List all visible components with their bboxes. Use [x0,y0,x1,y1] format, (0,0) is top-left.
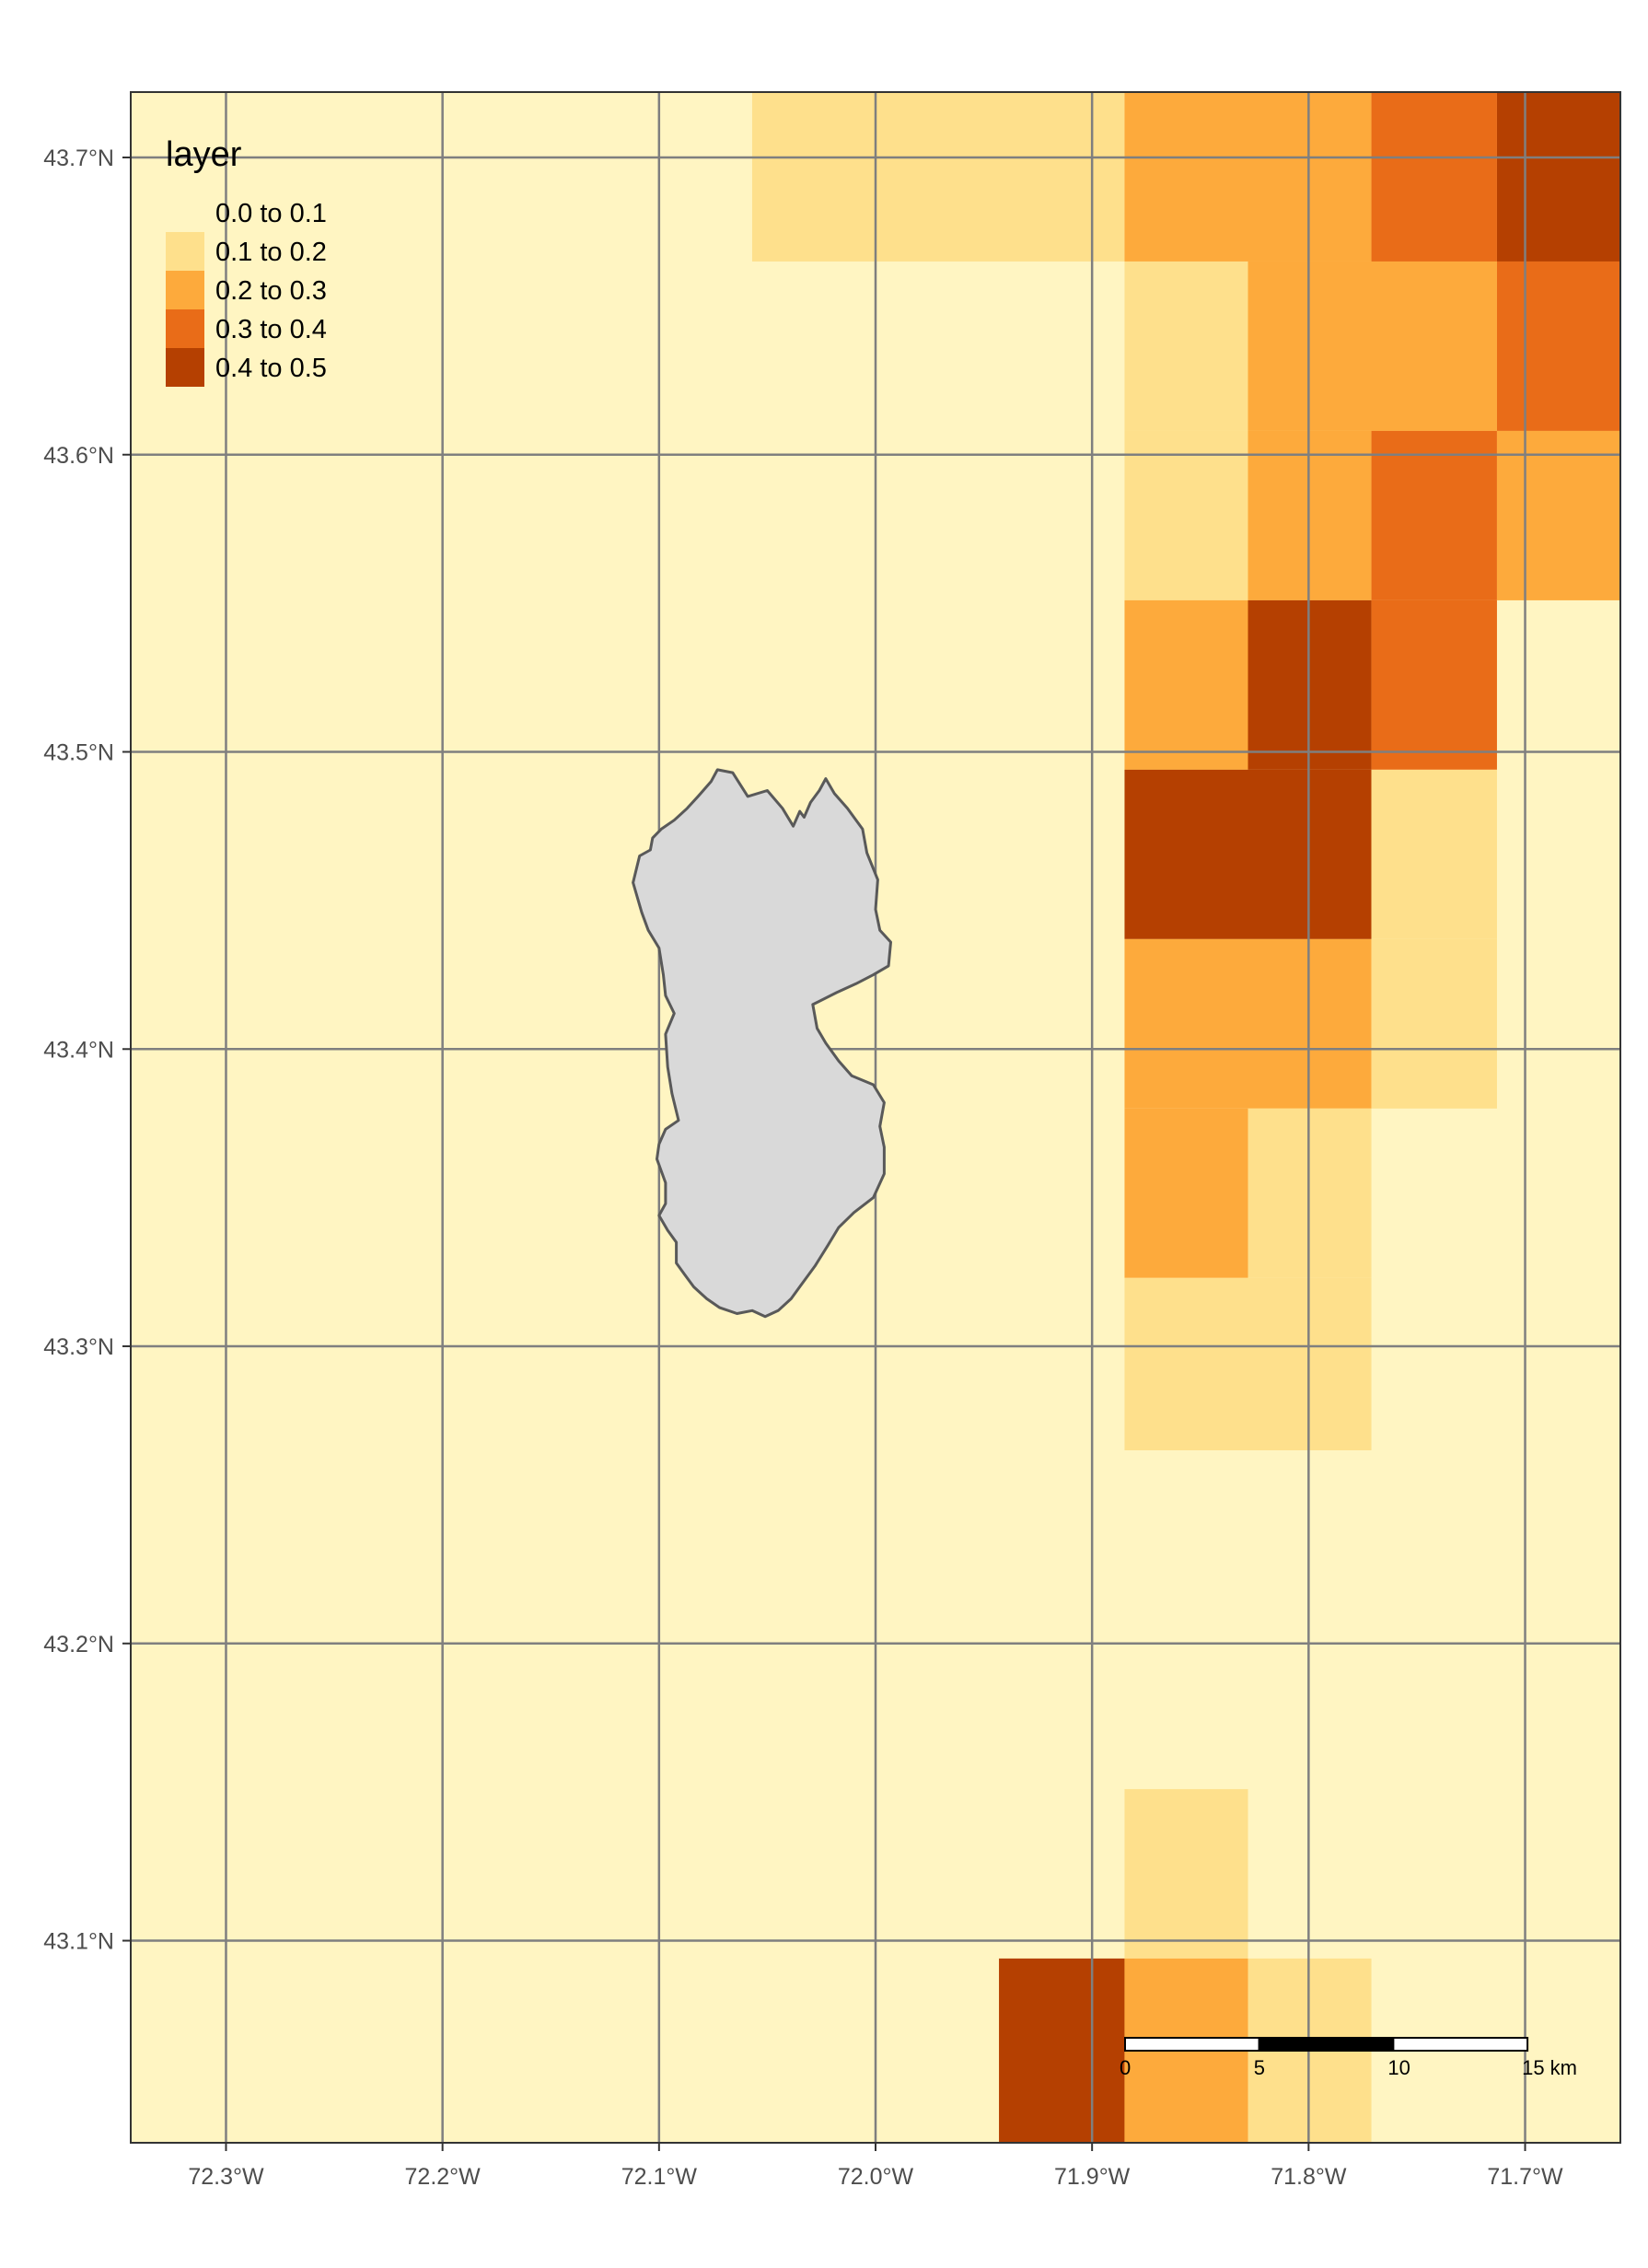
y-tick-label: 43.2°N [43,1632,114,1657]
y-tick-label: 43.7°N [43,145,114,171]
raster-cell [1124,261,1248,431]
legend: layer 0.0 to 0.1 0.1 to 0.2 0.2 to 0.3 0.3 … [166,135,327,387]
watershed-polygon [632,768,892,1319]
raster-cell [1371,92,1497,262]
x-tick-label: 71.8°W [1271,2164,1347,2190]
raster-cell [1124,430,1248,600]
scale-bar-label: 5 [1254,2056,1265,2079]
y-tick-label: 43.5°N [43,740,114,766]
y-tick-label: 43.6°N [43,443,114,469]
raster-cell [1124,92,1372,262]
raster-cell [1496,261,1620,431]
graticule [131,92,1620,2143]
raster-cell [1124,1277,1372,1450]
x-axis: 72.3°W 72.2°W 72.1°W 72.0°W 71.9°W 71.8°W 71.7… [188,2143,1563,2190]
legend-label: 0.2 to 0.3 [215,276,327,306]
raster-cell [1124,1788,1248,1959]
x-tick-label: 72.3°W [188,2164,264,2190]
scale-bar-segment [1124,2037,1260,2052]
legend-label: 0.3 to 0.4 [215,315,327,344]
raster-cell [1371,430,1497,600]
legend-label: 0.0 to 0.1 [215,199,327,228]
x-tick-label: 71.9°W [1054,2164,1131,2190]
raster-cell [1124,938,1372,1109]
raster-cell [1496,430,1620,600]
map-panel [131,92,1620,2143]
raster-cell [999,1958,1125,2143]
legend-title: layer [166,135,242,174]
legend-swatch [166,309,204,348]
raster-cell [1248,261,1497,431]
legend-swatch [166,232,204,271]
y-tick-label: 43.4°N [43,1037,114,1063]
raster-cell [1124,769,1372,939]
raster-cell [1124,599,1248,770]
raster-cell [751,92,1125,262]
scale-bar-segment [1258,2037,1395,2052]
raster-cell [1371,599,1497,770]
scale-bar-label: 15 km [1522,2056,1577,2079]
raster-cell [1496,92,1620,262]
raster-cell [1124,1108,1248,1278]
x-tick-label: 72.1°W [621,2164,698,2190]
legend-swatch [166,271,204,309]
scale-bar-segment [1392,2037,1529,2052]
legend-label: 0.4 to 0.5 [215,354,327,383]
legend-items: 0.0 to 0.1 0.1 to 0.2 0.2 to 0.3 0.3 to 0.4… [166,193,327,387]
y-tick-label: 43.1°N [43,1929,114,1955]
legend-swatch [166,348,204,387]
legend-swatch [166,193,204,232]
x-tick-label: 72.2°W [405,2164,482,2190]
x-tick-label: 72.0°W [838,2164,914,2190]
scale-bar: 0 5 10 15 km [1120,2037,1577,2079]
raster-cell [1371,938,1497,1109]
y-tick-label: 43.3°N [43,1334,114,1360]
y-axis: 43.7°N 43.6°N 43.5°N 43.4°N 43.3°N 43.2°N 43.1… [43,145,131,1955]
x-tick-label: 71.7°W [1487,2164,1563,2190]
scale-bar-label: 10 [1387,2056,1410,2079]
scale-bar-label: 0 [1120,2056,1131,2079]
raster-cell [1371,769,1497,939]
legend-label: 0.1 to 0.2 [215,238,327,267]
